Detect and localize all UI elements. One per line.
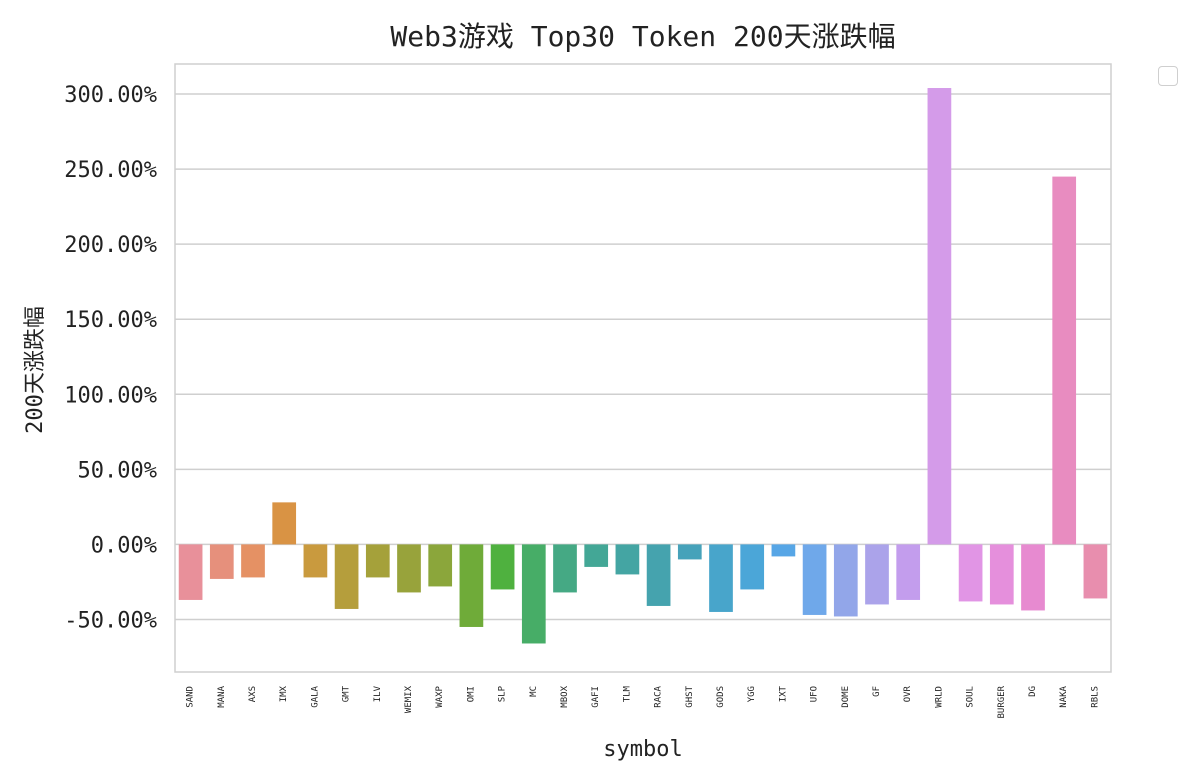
bar-ygg (740, 544, 765, 590)
x-tick-label: GODS (716, 686, 726, 708)
plot-area (174, 63, 1112, 673)
x-tick-label: GMT (342, 685, 352, 702)
bar-mana (209, 544, 234, 579)
x-tick-label: NAKA (1059, 685, 1069, 707)
y-tick-label: 300.00% (64, 83, 157, 108)
y-tick-label: 0.00% (91, 533, 157, 558)
x-tick-label: TLM (622, 685, 632, 702)
bar-omi (459, 544, 484, 627)
x-tick-label: RACA (654, 685, 664, 707)
bar-ixt (771, 544, 796, 557)
bar-rbls (1083, 544, 1108, 599)
bar-sand (178, 544, 203, 600)
bar-ghst (677, 544, 702, 560)
legend (1158, 66, 1178, 86)
bar-waxp (428, 544, 453, 587)
x-tick-label: YGG (747, 686, 757, 702)
x-tick-label: WEMIX (404, 685, 414, 713)
bar-axs (241, 544, 265, 578)
x-tick-label: GAFI (591, 686, 601, 708)
y-tick-labels: -50.00% 0.00% 50.00% 100.00% 150.00% 200.00% 2… (64, 83, 157, 633)
bar-tlm (615, 544, 640, 575)
x-tick-label: DG (1028, 686, 1038, 697)
bar-ilv (365, 544, 390, 578)
bar-raca (646, 544, 671, 606)
bar-naka (1052, 176, 1077, 545)
bar-gafi (584, 544, 609, 567)
bar-wrld (927, 88, 952, 545)
plot-frame (174, 63, 1112, 673)
x-tick-label: DOME (841, 686, 851, 708)
y-tick-label: 250.00% (64, 158, 157, 183)
x-tick-label: IXT (778, 685, 788, 702)
x-tick-label: UFO (810, 686, 820, 702)
x-tick-label: OVR (903, 685, 913, 702)
bar-imx (272, 502, 297, 545)
x-tick-label: RBLS (1090, 686, 1100, 708)
bar-gf (865, 544, 889, 605)
y-tick-label: -50.00% (64, 608, 157, 633)
y-tick-label: 150.00% (64, 308, 157, 333)
x-tick-label: WAXP (435, 685, 445, 707)
bar-dome (833, 544, 858, 617)
x-tick-label: OMI (466, 686, 476, 702)
bar-dg (1021, 544, 1045, 611)
x-tick-label: BURGER (997, 685, 1007, 718)
x-tick-label: ILV (373, 685, 383, 702)
y-tick-label: 200.00% (64, 233, 157, 258)
bar-slp (490, 544, 515, 590)
bar-ufo (802, 544, 827, 615)
bar-mc (521, 544, 546, 644)
chart-title: Web3游戏 Top30 Token 200天涨跌幅 (390, 20, 895, 53)
x-tick-label: SOUL (966, 686, 976, 708)
x-tick-label: IMX (279, 685, 289, 702)
x-tick-label: WRLD (934, 686, 944, 708)
x-tick-label: SLP (498, 685, 508, 702)
y-axis-label: 200天涨跌幅 (23, 306, 48, 434)
x-tick-labels: SAND MANA AXS IMX GALA GMT ILV WEMIX WAXP OMI SLP M… (186, 685, 1101, 718)
x-tick-label: MBOX (560, 685, 570, 707)
x-tick-label: AXS (248, 686, 258, 702)
bar-gmt (334, 544, 359, 609)
y-tick-label: 50.00% (78, 458, 157, 483)
x-tick-label: MC (529, 686, 539, 697)
bar-gala (303, 544, 328, 578)
x-tick-label: GHST (685, 685, 695, 707)
gridlines (175, 93, 1111, 621)
bar-wemix (397, 544, 421, 593)
bar-soul (958, 544, 983, 602)
x-tick-label: SAND (186, 686, 196, 708)
bars (178, 88, 1108, 644)
bar-gods (709, 544, 733, 612)
x-tick-label: MANA (217, 685, 227, 707)
bar-burger (989, 544, 1014, 605)
bar-mbox (553, 544, 577, 593)
x-axis-label: symbol (603, 737, 682, 762)
y-tick-label: 100.00% (64, 383, 157, 408)
x-tick-label: GALA (310, 685, 320, 707)
bar-ovr (896, 544, 921, 600)
x-tick-label: GF (872, 686, 882, 697)
